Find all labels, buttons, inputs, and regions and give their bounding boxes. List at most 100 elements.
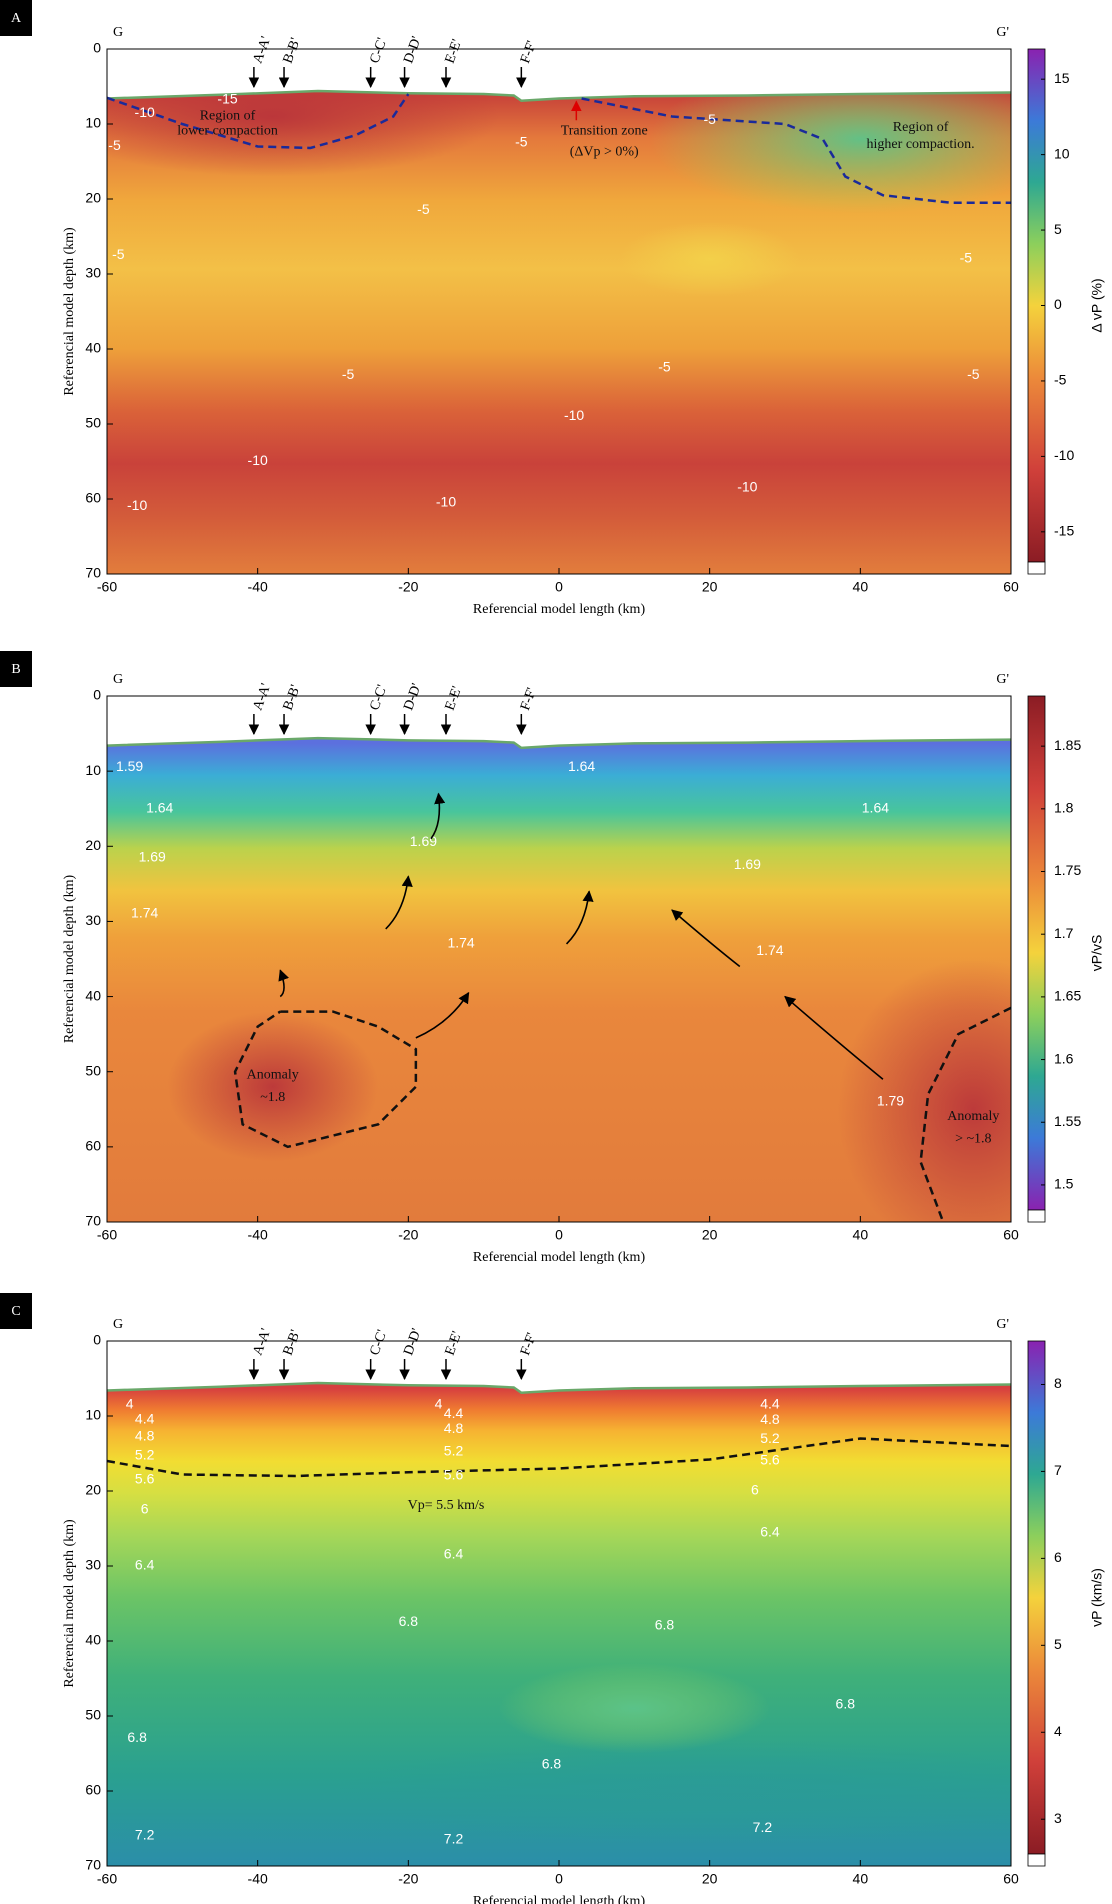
contour-label: 4.8 [444,1420,464,1436]
field-anomaly [649,64,1011,214]
annotation: Anomaly [947,1109,999,1124]
colorbar-tick-label: 8 [1054,1375,1062,1391]
y-tick-label: 20 [85,190,101,206]
contour-label: 1.64 [862,799,889,815]
contour-label: 7.2 [135,1827,155,1843]
field: -15 -10 -5 -5 -5 -5 -5 -5 -5 -5 -5 -10 -10 -10 -10 -10 [107,49,1011,574]
colorbar-nan [1027,1209,1046,1223]
panel-label: C [11,1304,20,1319]
panel-label: A [11,11,22,26]
contour-label: 7.2 [753,1819,773,1835]
y-tick-label: 20 [85,837,101,853]
contour-label: 5.6 [444,1467,464,1483]
contour-label: -5 [417,201,430,217]
x-tick-label: -40 [248,1227,268,1243]
x-tick-label: -20 [398,1871,418,1887]
y-axis-label: Referencial model depth (km) [62,1519,77,1688]
colorbar-tick-label: -10 [1054,447,1074,463]
air-mask [107,1341,1011,1393]
section-end: G [113,1317,123,1332]
field: 1.59 1.64 1.64 1.64 1.69 1.69 1.69 1.74 1.74 1.74… [107,696,1011,1222]
contour-label: 6.4 [444,1545,464,1561]
contour-label: 4.4 [760,1395,780,1411]
section-label: F-F' [518,1331,540,1358]
panel: A -15 -10 -5 -5 -5 -5 -5 -5 -5 -5 -5 -10 -10 -10 -10 -10… [0,0,1105,617]
x-tick-label: -60 [97,579,117,595]
flow-arrow [278,969,289,998]
y-tick-label: 30 [85,912,101,928]
topography [107,89,1011,103]
colorbar-nan [1027,561,1046,575]
contour-label: 6.8 [127,1729,147,1745]
colorbar-label: vP/vS [1089,935,1105,972]
contour-label: 4.8 [760,1411,780,1427]
x-tick-label: 60 [1003,1227,1019,1243]
contour-label: -5 [703,111,716,127]
panel: B 1.59 1.64 1.64 1.64 1.69 1.69 1.69 1.74 1.74 1.7… [0,651,1105,1265]
contour-label: 1.79 [877,1092,904,1108]
y-tick-label: 10 [85,115,101,131]
colorbar-tick-label: 1.55 [1054,1113,1081,1129]
boundary-line [107,93,410,150]
contour-label: 4.8 [135,1428,155,1444]
x-tick-label: -20 [398,579,418,595]
contour-label: -5 [658,358,671,374]
boundary-line [919,1006,1011,1222]
y-tick-label: 40 [85,340,101,356]
x-tick-label: 20 [702,1227,718,1243]
field-anomaly [167,1011,379,1162]
annotation: higher compaction. [867,137,975,152]
x-tick-label: -60 [97,1871,117,1887]
contour-label: 5.2 [760,1430,780,1446]
air-mask [107,49,1011,101]
colorbar-tick-label: 5 [1054,221,1062,237]
contour-label: 5.2 [135,1446,155,1462]
annotation: Region of [893,120,949,135]
x-tick-label: -40 [248,579,268,595]
section-end: G' [996,25,1009,40]
y-tick-label: 30 [85,265,101,281]
contour-label: 7.2 [444,1830,464,1846]
annotation: ~1.8 [260,1090,285,1105]
contour-label: -10 [127,497,147,513]
panel-label-box [0,651,32,687]
colorbar-tick-label: 1.65 [1054,988,1081,1004]
flow-arrow [565,890,594,945]
contour-label: -10 [737,478,757,494]
contour-label: 1.59 [116,758,143,774]
flow-arrow [430,792,446,840]
x-tick-label: 20 [702,1871,718,1887]
y-tick-label: 50 [85,415,101,431]
colorbar-tick-label: 10 [1054,145,1070,161]
y-tick-label: 70 [85,1213,101,1229]
x-axis-label: Referencial model length (km) [473,1894,646,1904]
y-tick-label: 60 [85,490,101,506]
colorbar-tick-label: 5 [1054,1636,1062,1652]
annotation: Region of [200,109,256,124]
section-end: G [113,672,123,687]
contour-label: 6.8 [399,1613,419,1629]
annotation: Transition zone [561,124,648,139]
colorbar-tick-label: 1.7 [1054,925,1074,941]
contour-label: 1.69 [734,856,761,872]
panel-label-box [0,1293,32,1329]
contour-label: 4.4 [135,1410,155,1426]
contour-label: 1.69 [410,833,437,849]
y-tick-label: 0 [93,40,101,56]
x-tick-label: 60 [1003,1871,1019,1887]
contour-label: -5 [108,137,121,153]
contour-label: -10 [135,104,155,120]
colorbar [1027,695,1046,1211]
y-tick-label: 0 [93,687,101,703]
x-tick-label: 60 [1003,579,1019,595]
contour-label: 6.8 [836,1695,856,1711]
x-tick-label: 0 [555,1871,563,1887]
panel: C44.44.85.25.666.46.844.44.85.25.66.46.8… [0,1293,1105,1904]
contour-label: 4 [435,1395,443,1411]
y-axis-label: Referencial model depth (km) [62,227,77,396]
contour-label: -10 [436,493,456,509]
annotation: lower compaction [177,124,278,139]
topography [107,1381,1011,1395]
y-axis-label: Referencial model depth (km) [62,875,77,1044]
